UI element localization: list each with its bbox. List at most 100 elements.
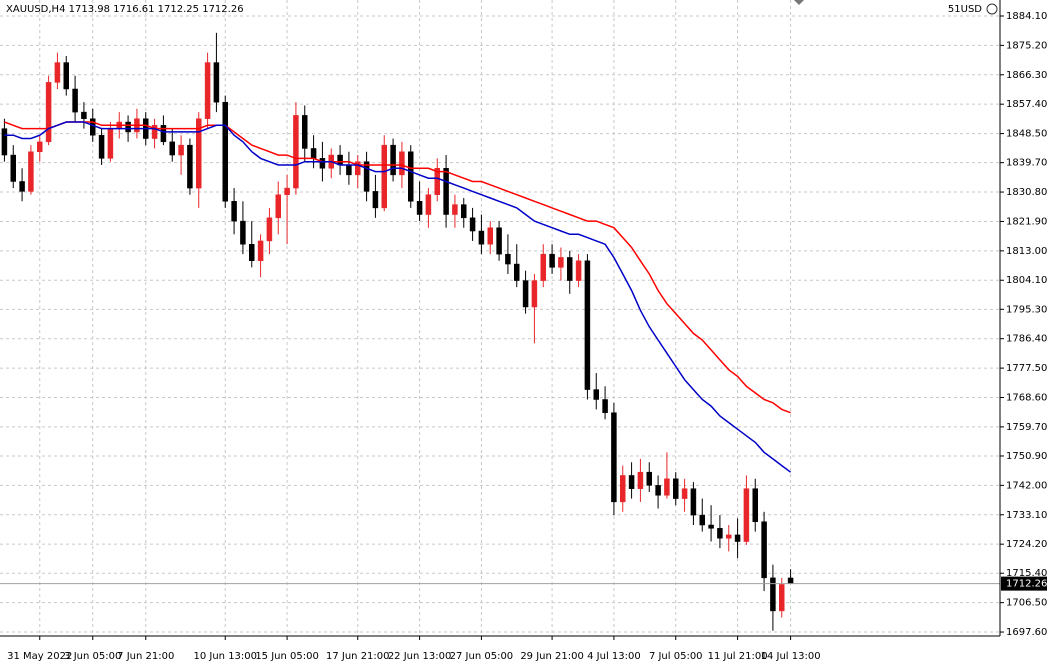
candle-body xyxy=(72,88,78,113)
x-tick-label: 17 Jun 21:00 xyxy=(326,651,390,662)
candle-body xyxy=(787,577,794,584)
candle-body xyxy=(708,524,714,529)
candle-body xyxy=(257,240,264,262)
candle-body xyxy=(107,128,114,159)
candle-body xyxy=(478,230,485,245)
y-tick-label: 1742.00 xyxy=(1006,480,1047,491)
y-tick-label: 1768.60 xyxy=(1006,393,1047,404)
candle-body xyxy=(425,194,432,215)
candle-body xyxy=(717,528,723,539)
grid xyxy=(0,0,1000,636)
x-tick-label: 7 Jun 21:00 xyxy=(117,651,174,662)
moving-average-line xyxy=(4,121,791,414)
y-tick-label: 1839.70 xyxy=(1006,158,1047,169)
candle-body xyxy=(664,478,670,496)
candle-body xyxy=(178,144,184,156)
candle-body xyxy=(169,141,175,156)
candle-body xyxy=(275,194,281,219)
candle-body xyxy=(646,471,652,486)
y-tick-label: 1866.30 xyxy=(1006,70,1047,81)
candle-body xyxy=(240,220,246,245)
x-tick-label: 3 Jun 05:00 xyxy=(64,651,121,662)
candle-body xyxy=(346,164,352,176)
candle-body xyxy=(160,125,167,143)
x-tick-label: 7 Jul 05:00 xyxy=(649,651,703,662)
y-tick-label: 1750.90 xyxy=(1006,451,1047,462)
candle-body xyxy=(390,144,396,176)
candle-body xyxy=(469,217,476,232)
candle-body xyxy=(487,227,493,245)
x-tick-label: 15 Jun 05:00 xyxy=(255,651,319,662)
candle-body xyxy=(266,217,273,242)
candle-body xyxy=(505,253,511,265)
candle-body xyxy=(284,187,290,195)
candle-body xyxy=(90,118,96,136)
y-tick-label: 1777.50 xyxy=(1006,363,1047,374)
candle-body xyxy=(372,191,379,209)
candle-body xyxy=(681,488,688,499)
candle-body xyxy=(655,485,661,496)
candle-body xyxy=(593,389,599,400)
candle-body xyxy=(54,62,61,83)
x-tick-label: 27 Jun 05:00 xyxy=(450,651,514,662)
candle-body xyxy=(770,577,776,612)
y-tick-label: 1697.60 xyxy=(1006,627,1047,638)
candle-body xyxy=(761,521,767,579)
candle-body xyxy=(514,263,520,281)
candle-body xyxy=(602,399,608,413)
candle-body xyxy=(355,161,361,176)
y-tick-label: 1848.50 xyxy=(1006,129,1047,140)
candle-body xyxy=(45,82,52,143)
candle-body xyxy=(584,260,591,390)
candle-body xyxy=(408,151,414,202)
x-tick-label: 31 May 2022 xyxy=(7,651,72,662)
chart-title: XAUUSD,H4 1713.98 1716.61 1712.25 1712.2… xyxy=(6,4,244,15)
y-tick-label: 1857.40 xyxy=(1006,99,1047,110)
candle-body xyxy=(302,115,308,149)
x-tick-label: 4 Jul 13:00 xyxy=(587,651,641,662)
x-tick-label: 14 Jul 13:00 xyxy=(761,651,821,662)
candle-body xyxy=(81,111,87,119)
candle-body xyxy=(187,144,193,189)
candle-body xyxy=(549,253,555,268)
candle-body xyxy=(628,475,635,489)
candle-body xyxy=(637,471,644,489)
candle-body xyxy=(461,204,467,219)
candle-body xyxy=(231,201,237,222)
candle-body xyxy=(249,243,255,262)
candle-body xyxy=(443,168,449,215)
y-tick-label: 1821.90 xyxy=(1006,216,1047,227)
candle-body xyxy=(726,534,732,539)
candle-body xyxy=(37,141,43,152)
scroll-marker xyxy=(794,0,804,5)
y-tick-label: 1724.20 xyxy=(1006,539,1047,550)
candle-body xyxy=(196,118,202,189)
y-tick-label: 1830.80 xyxy=(1006,187,1047,198)
candle-body xyxy=(319,158,326,169)
candle-body xyxy=(381,144,387,209)
candle-body xyxy=(620,475,626,503)
candle-body xyxy=(779,584,785,612)
candle-body xyxy=(673,478,679,499)
x-tick-label: 10 Jun 13:00 xyxy=(193,651,257,662)
candle-body xyxy=(204,62,211,119)
account-icon[interactable] xyxy=(986,3,998,15)
candle-body xyxy=(496,227,502,255)
candle-body xyxy=(19,181,25,192)
candle-body xyxy=(222,101,228,202)
candle-body xyxy=(416,201,423,215)
candle-body xyxy=(10,154,16,182)
y-tick-label: 1804.10 xyxy=(1006,275,1047,286)
y-tick-label: 1884.10 xyxy=(1006,11,1047,22)
account-label: 51USD xyxy=(948,4,982,15)
candle-body xyxy=(363,161,370,192)
candle-body xyxy=(743,488,750,542)
candle-body xyxy=(310,148,317,159)
marks xyxy=(0,32,1000,631)
candle-body xyxy=(434,168,440,195)
y-tick-label: 1795.30 xyxy=(1006,304,1047,315)
candle-body xyxy=(293,115,299,189)
